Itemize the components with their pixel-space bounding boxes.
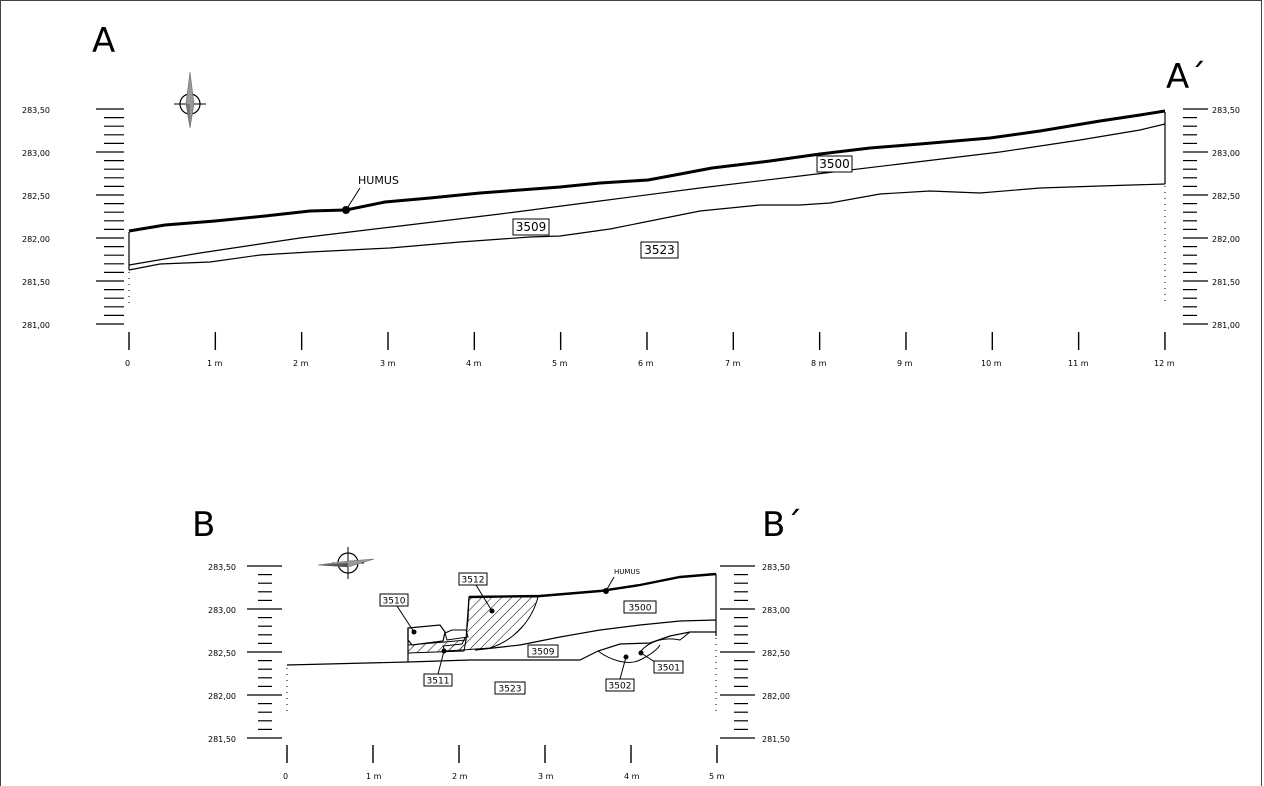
dist-7m: 7 m: [725, 359, 741, 368]
dist-5m: 5 m: [552, 359, 568, 368]
layer-3509-label: 3509: [516, 220, 547, 234]
humus-leader: [345, 187, 361, 211]
feature-3502-leader: [619, 656, 627, 680]
b-humus-leader: [605, 576, 615, 592]
elev-right-28250: 282,50: [1212, 192, 1240, 201]
elev-right-28350: 283,50: [1212, 106, 1240, 115]
feature-3512-label: 3512: [462, 576, 485, 586]
layer-3500-box: [816, 155, 853, 173]
feature-3509-label: 3509: [532, 648, 555, 658]
humus-surface-line: [128, 109, 1166, 233]
feature-3523-label: 3523: [499, 685, 522, 695]
dist-9m: 9 m: [897, 359, 913, 368]
b-dist-1m: 1 m: [366, 772, 382, 781]
layer-3500-label: 3500: [819, 157, 850, 171]
layer-3509-box: [512, 218, 550, 236]
dist-2m: 2 m: [293, 359, 309, 368]
b-elev-left-28300: 283,00: [208, 606, 236, 615]
elevation-scale-left: [96, 108, 124, 325]
profile-a-end-label: A´: [1166, 57, 1206, 97]
feature-3511-leader: [437, 650, 445, 675]
elev-right-28300: 283,00: [1212, 149, 1240, 158]
feature-3500-box: [623, 600, 657, 614]
feature-3501-label: 3501: [657, 664, 680, 674]
b-elev-right-28200: 282,00: [762, 692, 790, 701]
profile-a: A A´ 283,50 283,00 282,50 282,00 281,50 …: [22, 21, 1240, 368]
north-arrow-icon: [174, 71, 206, 129]
elev-right-28200: 282,00: [1212, 235, 1240, 244]
layer-3509-boundary: [128, 183, 1166, 271]
distance-scale: [128, 332, 1166, 350]
dist-4m: 4 m: [466, 359, 482, 368]
feature-3501-box: [653, 660, 684, 674]
dist-10m: 10 m: [981, 359, 1002, 368]
elevation-scale-left: [247, 565, 282, 739]
feature-3510-stone: [407, 624, 446, 646]
b-elev-left-28250: 282,50: [208, 649, 236, 658]
b-dist-3m: 3 m: [538, 772, 554, 781]
dist-11m: 11 m: [1068, 359, 1089, 368]
feature-3523-box: [494, 681, 526, 695]
profile-b: B B´ 283,50 283,00 282,50 282,00 281,50 …: [192, 505, 802, 781]
feature-3509-box: [527, 644, 559, 658]
feature-3501-outline: [639, 631, 691, 653]
dist-3m: 3 m: [380, 359, 396, 368]
elev-left-28100: 281,00: [22, 321, 50, 330]
feature-3502-outline: [597, 644, 661, 663]
profile-a-start-label: A: [92, 21, 115, 61]
elev-left-28300: 283,00: [22, 149, 50, 158]
elev-right-28150: 281,50: [1212, 278, 1240, 287]
feature-3502-box: [605, 678, 635, 692]
b-elev-right-28150: 281,50: [762, 735, 790, 744]
elev-left-28150: 281,50: [22, 278, 50, 287]
dist-0: 0: [125, 359, 130, 368]
dist-1m: 1 m: [207, 359, 223, 368]
elevation-scale-right: [720, 565, 755, 739]
profile-b-end-label: B´: [762, 505, 802, 545]
b-dist-4m: 4 m: [624, 772, 640, 781]
b-elev-left-28150: 281,50: [208, 735, 236, 744]
b-elev-right-28350: 283,50: [762, 563, 790, 572]
north-arrow-icon: [317, 547, 375, 579]
elev-right-28100: 281,00: [1212, 321, 1240, 330]
profile-b-start-label: B: [192, 505, 215, 545]
elev-left-28200: 282,00: [22, 235, 50, 244]
dist-8m: 8 m: [811, 359, 827, 368]
layer-3523-box: [640, 241, 679, 259]
feature-3500-label: 3500: [629, 604, 652, 614]
dist-6m: 6 m: [638, 359, 654, 368]
b-elev-left-28200: 282,00: [208, 692, 236, 701]
humus-label: HUMUS: [358, 174, 399, 187]
b-elev-right-28250: 282,50: [762, 649, 790, 658]
elevation-scale-right: [1183, 108, 1208, 325]
feature-3511-label: 3511: [427, 677, 450, 687]
b-elev-right-28300: 283,00: [762, 606, 790, 615]
layer-3523-label: 3523: [644, 243, 675, 257]
dist-12m: 12 m: [1154, 359, 1175, 368]
feature-3511-box: [423, 673, 453, 687]
layer-3500-boundary: [128, 123, 1166, 266]
b-layer-3500-boundary: [474, 619, 717, 651]
b-dist-5m: 5 m: [709, 772, 725, 781]
distance-scale: [286, 745, 718, 763]
feature-3502-label: 3502: [609, 682, 632, 692]
b-elev-left-28350: 283,50: [208, 563, 236, 572]
feature-3510-leader: [396, 605, 415, 633]
feature-3512-leader: [475, 584, 493, 612]
feature-3512-box: [458, 572, 488, 586]
feature-3510-label: 3510: [383, 597, 406, 607]
b-humus-label: HUMUS: [614, 568, 641, 576]
b-dist-2m: 2 m: [452, 772, 468, 781]
elev-left-28250: 282,50: [22, 192, 50, 201]
elev-left-28350: 283,50: [22, 106, 50, 115]
b-humus-surface-line: [468, 572, 717, 599]
feature-3510-box: [379, 593, 409, 607]
b-dist-0: 0: [283, 772, 288, 781]
cut-step: [465, 596, 470, 641]
